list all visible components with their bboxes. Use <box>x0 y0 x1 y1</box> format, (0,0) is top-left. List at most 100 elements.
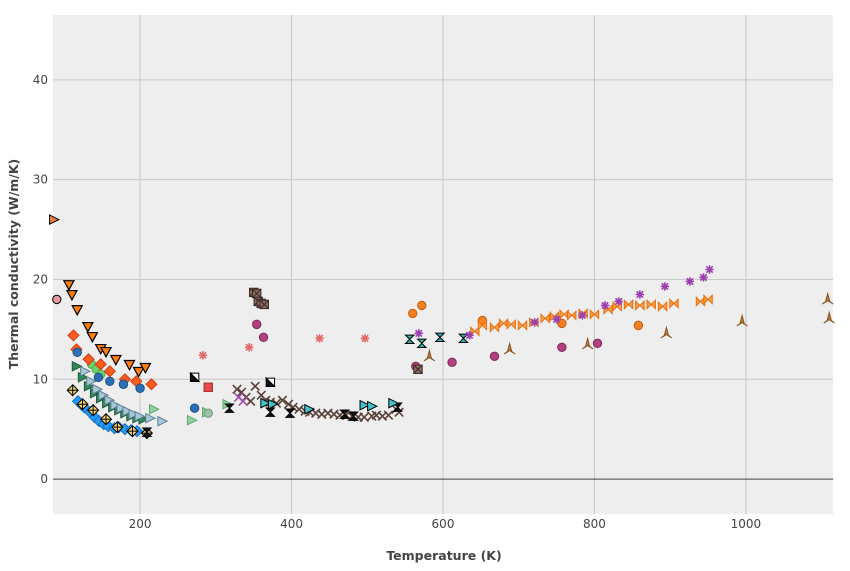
data-point <box>264 376 276 388</box>
data-point <box>259 299 269 310</box>
data-point <box>92 383 104 395</box>
x-tick-label: 800 <box>583 517 606 531</box>
data-point <box>134 410 146 422</box>
data-point <box>388 397 400 409</box>
data-point <box>413 364 423 374</box>
data-point <box>157 415 169 427</box>
data-point <box>477 319 488 331</box>
data-point <box>81 321 94 334</box>
data-point <box>477 315 488 326</box>
data-points <box>49 214 835 440</box>
data-point <box>267 398 279 410</box>
data-point <box>489 321 500 333</box>
data-point <box>304 403 316 415</box>
data-point <box>260 397 272 409</box>
y-axis-title: Thermal conductivity (W/m/K) <box>6 159 21 370</box>
data-point <box>80 365 91 377</box>
data-point <box>383 410 394 420</box>
data-point <box>567 309 577 321</box>
data-point <box>699 273 708 282</box>
data-point <box>703 294 713 305</box>
data-point <box>98 389 110 401</box>
data-point <box>633 320 644 331</box>
data-point <box>86 331 99 344</box>
data-point <box>447 357 457 368</box>
data-point <box>503 341 516 355</box>
data-point <box>123 359 136 372</box>
data-point <box>660 282 670 291</box>
data-point <box>122 405 134 417</box>
data-point <box>283 399 294 409</box>
data-point <box>149 403 160 415</box>
data-point <box>614 297 623 306</box>
data-point <box>116 402 128 414</box>
data-point <box>458 333 469 344</box>
data-point <box>110 399 122 411</box>
y-tick-label: 40 <box>33 73 48 87</box>
data-point <box>669 298 679 309</box>
data-point <box>404 334 416 345</box>
data-point <box>132 366 145 378</box>
data-point <box>578 311 587 320</box>
data-point <box>423 348 436 362</box>
data-point <box>49 214 60 226</box>
data-point <box>128 408 140 420</box>
data-point <box>94 358 107 371</box>
data-point <box>506 318 516 330</box>
data-point <box>557 342 567 353</box>
data-point <box>736 313 748 327</box>
data-point <box>559 308 569 320</box>
y-tick-label: 20 <box>33 272 48 286</box>
x-tick-label: 400 <box>280 517 303 531</box>
data-point <box>264 407 276 417</box>
data-point <box>592 338 603 349</box>
data-point <box>660 325 673 339</box>
data-point <box>109 354 122 367</box>
data-point <box>189 403 200 413</box>
data-point <box>434 332 446 343</box>
data-point <box>600 301 610 310</box>
data-point <box>417 300 427 311</box>
data-point <box>339 409 350 419</box>
grid-lines <box>53 15 833 514</box>
data-point <box>465 331 474 340</box>
data-point <box>657 301 668 312</box>
tick-labels: 200 400 600 800 1000 0 10 20 30 40 <box>33 73 761 531</box>
data-point <box>360 334 370 343</box>
data-point <box>65 290 78 302</box>
data-point <box>245 396 256 406</box>
data-point <box>557 318 567 329</box>
data-point <box>62 280 75 292</box>
data-point <box>552 315 561 324</box>
data-point <box>277 395 288 405</box>
data-point <box>540 312 550 324</box>
data-point <box>141 427 153 437</box>
data-point <box>635 290 645 299</box>
data-point <box>203 408 213 418</box>
data-point <box>203 382 213 392</box>
y-tick-label: 30 <box>33 173 48 187</box>
data-point <box>408 308 418 319</box>
data-point <box>66 384 79 397</box>
x-tick-label: 1000 <box>731 517 762 531</box>
data-point <box>67 329 80 342</box>
data-point <box>646 299 656 310</box>
data-point <box>823 310 835 324</box>
data-point <box>105 376 115 386</box>
data-point <box>104 394 116 406</box>
data-point <box>232 384 242 395</box>
data-point <box>198 351 208 360</box>
data-point <box>118 379 129 389</box>
data-point <box>359 399 371 411</box>
data-point <box>86 404 100 417</box>
data-point <box>76 398 89 411</box>
data-point <box>71 360 83 372</box>
data-point <box>685 277 695 286</box>
data-point <box>414 329 423 338</box>
data-point <box>82 353 95 366</box>
data-point <box>284 408 296 418</box>
data-point <box>489 351 500 362</box>
data-point <box>139 362 152 375</box>
data-point <box>250 381 260 392</box>
